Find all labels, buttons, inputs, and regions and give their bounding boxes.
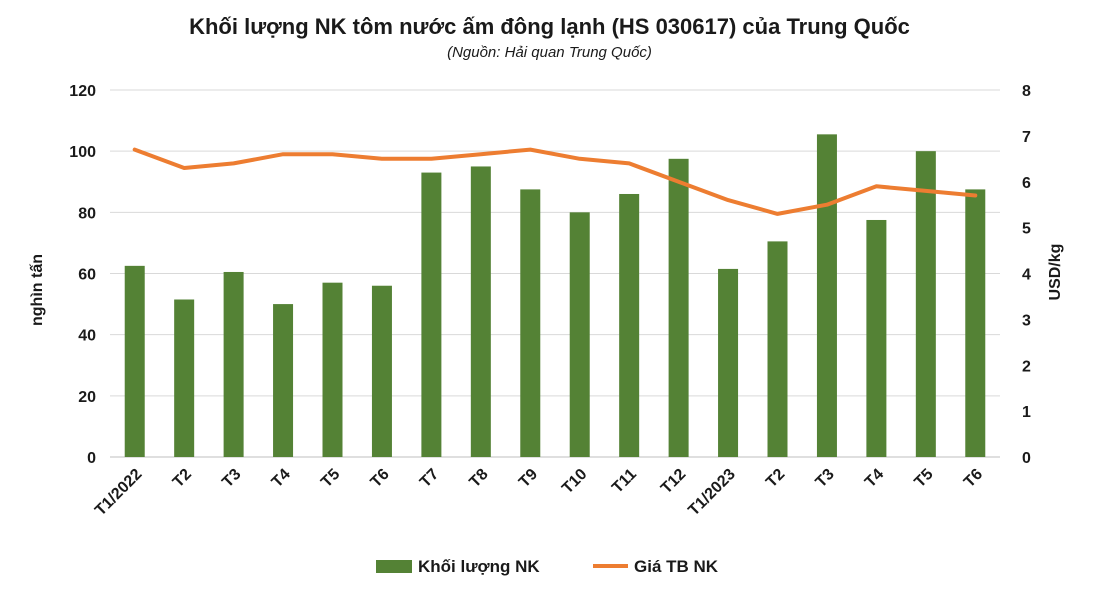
bar xyxy=(273,304,294,457)
y-tick-right: 7 xyxy=(1022,129,1031,146)
x-tick: T3 xyxy=(219,466,244,491)
y-tick-left: 0 xyxy=(87,450,96,467)
y-tick-left: 20 xyxy=(78,389,96,406)
y-tick-right: 0 xyxy=(1022,450,1031,467)
y-tick-right: 1 xyxy=(1022,404,1031,421)
y-tick-left: 120 xyxy=(69,83,96,100)
bar xyxy=(223,271,244,457)
bar xyxy=(767,241,788,457)
legend-label-bar: Khối lượng NK xyxy=(418,557,540,576)
price-line xyxy=(132,147,978,216)
x-tick: T10 xyxy=(559,466,591,498)
bar xyxy=(718,268,739,457)
x-tick: T4 xyxy=(269,466,294,491)
gridlines xyxy=(110,89,1000,458)
chart-subtitle: (Nguồn: Hải quan Trung Quốc) xyxy=(447,44,652,61)
bar xyxy=(421,172,442,457)
bar xyxy=(174,299,195,457)
bar xyxy=(965,189,986,458)
y-tick-right: 3 xyxy=(1022,312,1031,329)
x-tick: T3 xyxy=(813,466,838,491)
line-series xyxy=(132,147,978,216)
y-axis-left: 0 20 40 60 80 100 120 xyxy=(69,83,96,467)
x-tick: T11 xyxy=(609,466,640,497)
chart-title: Khối lượng NK tôm nước ấm đông lạnh (HS … xyxy=(189,14,910,39)
bar xyxy=(668,158,689,457)
x-tick: T9 xyxy=(516,466,541,491)
legend: Khối lượng NK Giá TB NK xyxy=(376,557,719,576)
y-tick-right: 8 xyxy=(1022,83,1031,100)
x-tick: T2 xyxy=(763,466,788,491)
y-tick-left: 100 xyxy=(69,144,96,161)
y-tick-right: 6 xyxy=(1022,175,1031,192)
bar-series xyxy=(124,134,986,458)
x-tick: T4 xyxy=(862,466,887,491)
bar xyxy=(816,134,837,458)
y-tick-left: 40 xyxy=(78,328,96,345)
y-axis-left-title: nghìn tấn xyxy=(29,254,46,326)
bar xyxy=(371,285,392,457)
bar xyxy=(569,212,590,457)
y-tick-right: 4 xyxy=(1022,267,1031,284)
legend-label-line: Giá TB NK xyxy=(634,557,719,576)
x-tick: T5 xyxy=(911,466,936,491)
bar xyxy=(915,151,936,457)
x-tick: T8 xyxy=(466,466,491,491)
x-tick: T12 xyxy=(658,466,690,498)
bar xyxy=(866,219,887,457)
y-tick-left: 80 xyxy=(78,205,96,222)
x-tick: T6 xyxy=(368,466,393,491)
x-tick: T1/2022 xyxy=(92,466,146,520)
bar xyxy=(322,282,343,457)
x-tick: T2 xyxy=(170,466,195,491)
y-axis-right: 0 1 2 3 4 5 6 7 8 xyxy=(1022,83,1031,467)
bar xyxy=(124,265,145,457)
bar xyxy=(619,193,640,457)
y-tick-right: 5 xyxy=(1022,221,1031,238)
bar xyxy=(470,166,491,458)
x-tick: T1/2023 xyxy=(685,466,739,520)
y-tick-right: 2 xyxy=(1022,358,1031,375)
legend-swatch-bar xyxy=(376,560,412,573)
y-axis-right-title: USD/kg xyxy=(1047,244,1064,301)
x-tick: T5 xyxy=(318,466,343,491)
x-tick: T6 xyxy=(961,466,986,491)
x-tick: T7 xyxy=(417,466,442,491)
y-tick-left: 60 xyxy=(78,267,96,284)
bar xyxy=(520,189,541,458)
